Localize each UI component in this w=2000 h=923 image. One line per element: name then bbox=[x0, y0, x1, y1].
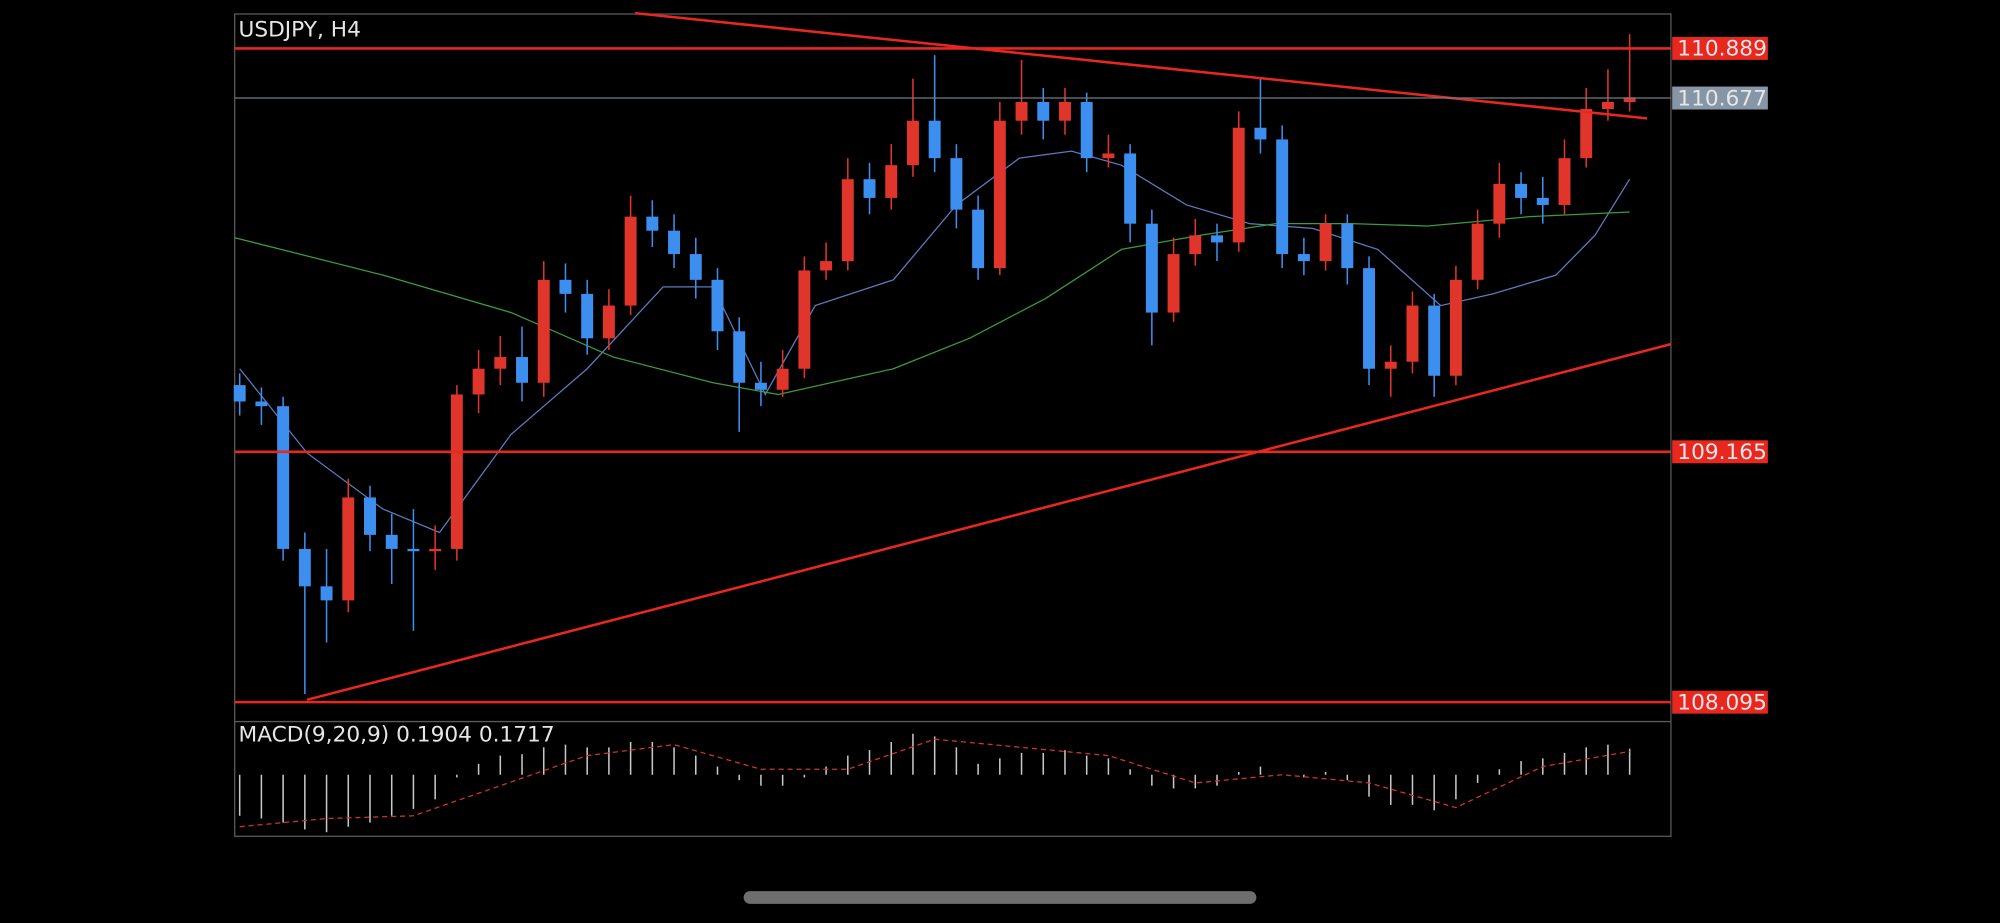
level-label: 109.165 bbox=[1677, 440, 1767, 465]
candle-body bbox=[1493, 183, 1506, 224]
candle-body bbox=[711, 279, 724, 332]
candle-body bbox=[1428, 305, 1441, 376]
candle-body bbox=[1341, 223, 1354, 269]
candle-body bbox=[1515, 183, 1528, 198]
level-box bbox=[1672, 440, 1768, 464]
candle-body bbox=[342, 497, 355, 601]
current-price-label: 110.677 bbox=[1677, 86, 1767, 111]
candle-body bbox=[1276, 139, 1289, 255]
candle-body bbox=[472, 368, 485, 395]
candle-body bbox=[233, 385, 246, 402]
level-box bbox=[1672, 690, 1768, 714]
candle-body bbox=[1145, 223, 1158, 313]
trendline bbox=[306, 342, 1672, 702]
candle-body bbox=[429, 548, 442, 552]
candle-body bbox=[906, 120, 919, 166]
candle-body bbox=[841, 179, 854, 262]
candle-body bbox=[993, 120, 1006, 269]
candle-body bbox=[1536, 197, 1549, 205]
plot-data bbox=[233, 11, 1672, 833]
candle-body bbox=[668, 230, 681, 255]
candle-body bbox=[1167, 254, 1180, 313]
candle-body bbox=[407, 548, 420, 552]
candle-body bbox=[450, 394, 463, 549]
candle-body bbox=[1601, 101, 1614, 110]
candle-body bbox=[581, 293, 594, 339]
candle-body bbox=[516, 357, 528, 383]
symbol-title: USDJPY, H4 bbox=[239, 18, 361, 43]
candle-body bbox=[689, 254, 702, 280]
level-label: 110.889 bbox=[1677, 37, 1767, 62]
candle-body bbox=[1124, 153, 1137, 224]
candle-body bbox=[1059, 101, 1071, 121]
candle-body bbox=[1102, 153, 1115, 159]
candle-body bbox=[733, 331, 746, 383]
candle-body bbox=[1232, 127, 1245, 243]
candle-body bbox=[1211, 235, 1223, 243]
candle-body bbox=[1319, 223, 1332, 262]
candle-body bbox=[1406, 305, 1419, 362]
candle-body bbox=[1015, 101, 1028, 121]
candle-body bbox=[798, 270, 811, 369]
trendline bbox=[634, 11, 1648, 120]
candle-body bbox=[1254, 127, 1267, 140]
candle-body bbox=[624, 216, 637, 306]
current-price-box bbox=[1672, 86, 1768, 110]
candle-body bbox=[928, 120, 941, 159]
macd-signal bbox=[239, 738, 1630, 828]
level-box bbox=[1672, 36, 1768, 60]
candle-body bbox=[885, 165, 898, 198]
candle-body bbox=[602, 305, 615, 339]
plot-border bbox=[234, 13, 1672, 837]
candle-body bbox=[1037, 101, 1050, 121]
candle-body bbox=[754, 382, 767, 390]
candle-body bbox=[776, 368, 789, 390]
labels: 110.677 110.889 109.165 108.095 bbox=[1672, 36, 1768, 715]
candle-body bbox=[1363, 268, 1376, 369]
candle-body bbox=[1623, 97, 1636, 102]
candle-body bbox=[1471, 223, 1484, 280]
candle-body bbox=[494, 357, 507, 369]
candle-body bbox=[950, 158, 963, 210]
candle-body bbox=[364, 497, 376, 535]
candle-body bbox=[1558, 158, 1571, 205]
candle-body bbox=[1189, 235, 1202, 255]
moving-average bbox=[239, 150, 1631, 534]
candle-body bbox=[559, 279, 572, 294]
candle-body bbox=[277, 406, 290, 549]
candle-body bbox=[1580, 109, 1593, 159]
candle-body bbox=[298, 548, 311, 587]
candle-body bbox=[646, 216, 659, 231]
moving-average bbox=[234, 211, 1630, 396]
candle-body bbox=[820, 261, 833, 271]
candle-body bbox=[537, 279, 550, 383]
candle-body bbox=[1080, 101, 1093, 159]
level-label: 108.095 bbox=[1677, 690, 1767, 715]
candle-body bbox=[320, 586, 333, 601]
candle-body bbox=[972, 209, 985, 269]
candle-body bbox=[863, 179, 876, 198]
candle-body bbox=[1297, 254, 1310, 262]
candle-body bbox=[1384, 361, 1397, 369]
macd-label: MACD(9,20,9) 0.1904 0.1717 bbox=[239, 723, 555, 748]
candle-body bbox=[385, 534, 398, 549]
candle-body bbox=[1449, 279, 1462, 376]
candle-body bbox=[255, 401, 268, 407]
scroll-bar[interactable] bbox=[743, 891, 1257, 904]
